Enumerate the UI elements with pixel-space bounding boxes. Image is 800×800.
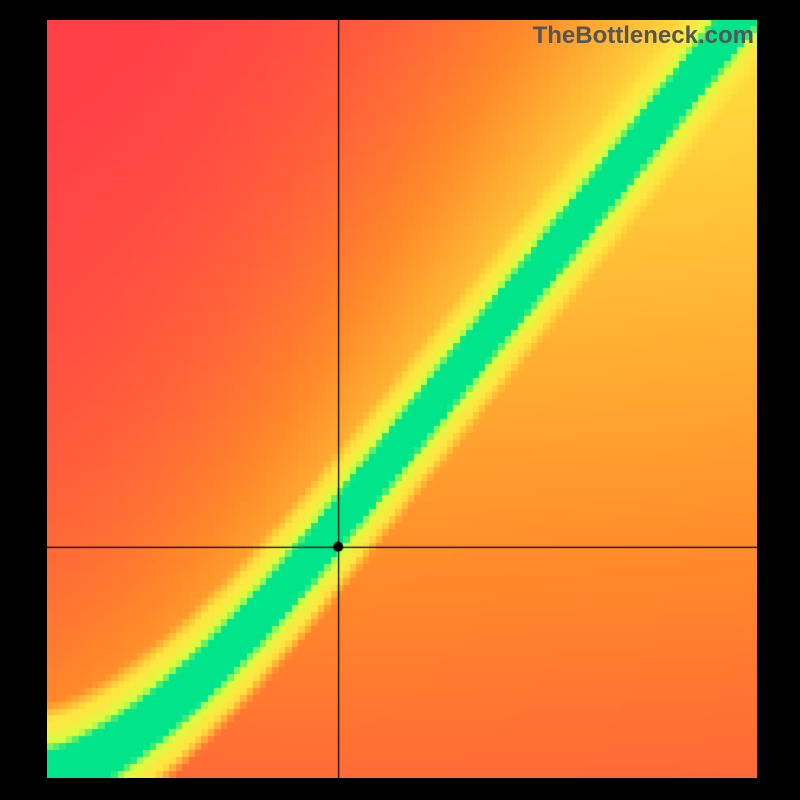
chart-container: TheBottleneck.com	[0, 0, 800, 800]
bottleneck-heatmap	[47, 20, 757, 778]
watermark-text: TheBottleneck.com	[533, 22, 754, 50]
